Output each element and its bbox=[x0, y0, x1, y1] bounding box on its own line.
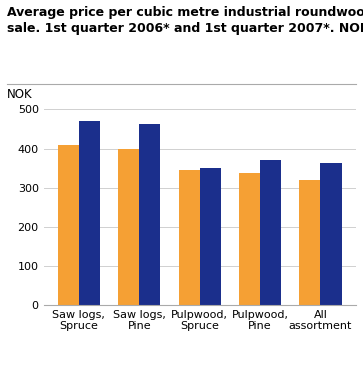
Bar bbox=[58, 145, 79, 305]
Bar bbox=[260, 160, 281, 305]
Bar bbox=[139, 124, 160, 305]
Bar bbox=[239, 173, 260, 305]
Bar bbox=[79, 121, 100, 305]
Text: Average price per cubic metre industrial roundwood for
sale. 1st quarter 2006* a: Average price per cubic metre industrial… bbox=[7, 6, 363, 35]
Bar bbox=[200, 168, 221, 305]
Bar bbox=[299, 180, 321, 305]
Bar bbox=[321, 163, 342, 305]
Bar bbox=[118, 149, 139, 305]
Text: NOK: NOK bbox=[7, 88, 33, 101]
Bar bbox=[179, 170, 200, 305]
